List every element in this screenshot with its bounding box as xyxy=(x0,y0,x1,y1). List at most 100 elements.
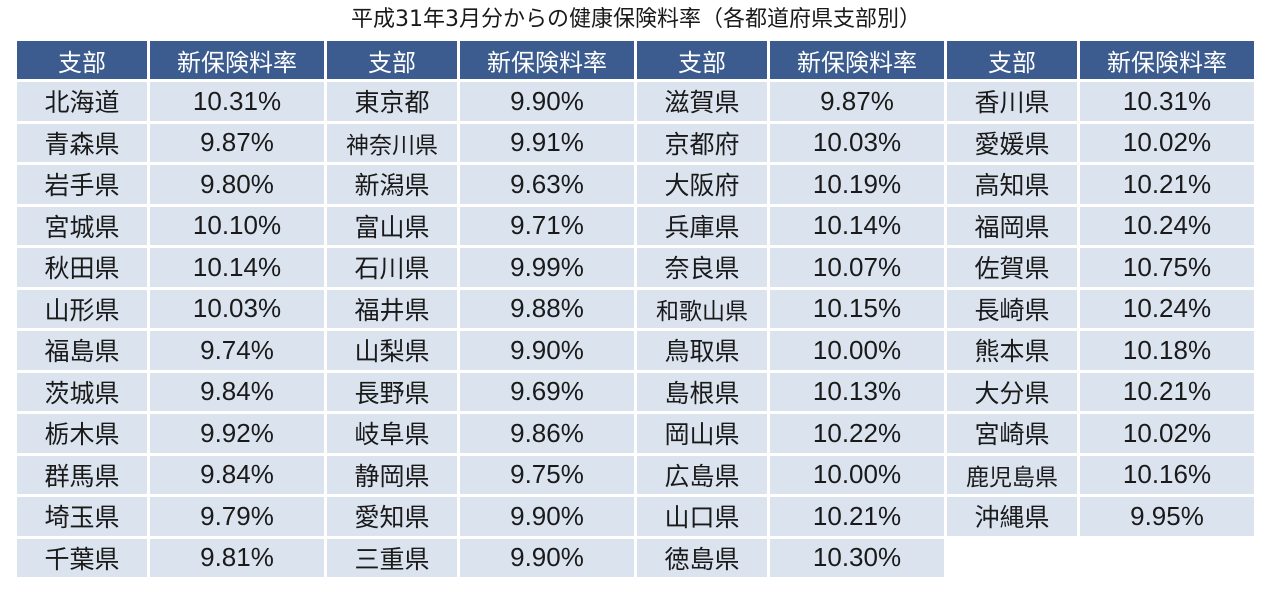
branch-name-cell: 山梨県 xyxy=(327,331,457,370)
branch-name-cell: 秋田県 xyxy=(17,248,147,287)
table-row: 北海道 10.31% 東京都 9.90% 滋賀県 9.87% 香川県 10.31% xyxy=(17,82,1254,121)
rate-value-cell: 9.71% xyxy=(460,206,634,245)
branch-name-cell: 新潟県 xyxy=(327,165,457,204)
empty-cell xyxy=(947,538,1077,577)
table-row: 福島県 9.74% 山梨県 9.90% 鳥取県 10.00% 熊本県 10.18% xyxy=(17,331,1254,370)
header-branch: 支部 xyxy=(637,41,767,79)
insurance-rate-table: 支部 新保険料率 支部 新保険料率 支部 新保険料率 支部 新保険料率 北海道 1… xyxy=(14,38,1257,580)
rate-value-cell: 10.14% xyxy=(150,248,324,287)
branch-name-cell: 山口県 xyxy=(637,497,767,536)
rate-value-cell: 9.88% xyxy=(460,289,634,328)
table-row: 千葉県 9.81% 三重県 9.90% 徳島県 10.30% xyxy=(17,538,1254,577)
branch-name-cell: 石川県 xyxy=(327,248,457,287)
branch-name-cell: 香川県 xyxy=(947,82,1077,121)
header-rate: 新保険料率 xyxy=(150,41,324,79)
rate-value-cell: 9.95% xyxy=(1080,497,1254,536)
empty-cell xyxy=(1080,538,1254,577)
page-title: 平成31年3月分からの健康保険料率（各都道府県支部別） xyxy=(351,7,921,32)
branch-name-cell: 愛知県 xyxy=(327,497,457,536)
rate-value-cell: 10.02% xyxy=(1080,123,1254,162)
branch-name-cell: 岡山県 xyxy=(637,414,767,453)
rate-value-cell: 10.18% xyxy=(1080,331,1254,370)
branch-name-cell: 神奈川県 xyxy=(327,123,457,162)
table-header-row: 支部 新保険料率 支部 新保険料率 支部 新保険料率 支部 新保険料率 xyxy=(17,41,1254,79)
table-row: 山形県 10.03% 福井県 9.88% 和歌山県 10.15% 長崎県 10.24% xyxy=(17,289,1254,328)
header-branch: 支部 xyxy=(17,41,147,79)
branch-name-cell: 宮城県 xyxy=(17,206,147,245)
rate-value-cell: 10.02% xyxy=(1080,414,1254,453)
branch-name-cell: 和歌山県 xyxy=(637,289,767,328)
branch-name-cell: 鹿児島県 xyxy=(947,455,1077,494)
branch-name-cell: 奈良県 xyxy=(637,248,767,287)
header-rate: 新保険料率 xyxy=(770,41,944,79)
table-row: 宮城県 10.10% 富山県 9.71% 兵庫県 10.14% 福岡県 10.24% xyxy=(17,206,1254,245)
branch-name-cell: 大阪府 xyxy=(637,165,767,204)
rate-value-cell: 9.86% xyxy=(460,414,634,453)
rate-value-cell: 10.21% xyxy=(1080,165,1254,204)
table-row: 岩手県 9.80% 新潟県 9.63% 大阪府 10.19% 高知県 10.21% xyxy=(17,165,1254,204)
table-row: 青森県 9.87% 神奈川県 9.91% 京都府 10.03% 愛媛県 10.02% xyxy=(17,123,1254,162)
branch-name-cell: 福岡県 xyxy=(947,206,1077,245)
rate-value-cell: 10.14% xyxy=(770,206,944,245)
branch-name-cell: 埼玉県 xyxy=(17,497,147,536)
branch-name-cell: 岐阜県 xyxy=(327,414,457,453)
branch-name-cell: 兵庫県 xyxy=(637,206,767,245)
table-row: 栃木県 9.92% 岐阜県 9.86% 岡山県 10.22% 宮崎県 10.02% xyxy=(17,414,1254,453)
rate-value-cell: 9.90% xyxy=(460,538,634,577)
rate-value-cell: 9.90% xyxy=(460,331,634,370)
header-branch: 支部 xyxy=(947,41,1077,79)
rate-value-cell: 10.00% xyxy=(770,455,944,494)
header-rate: 新保険料率 xyxy=(1080,41,1254,79)
branch-name-cell: 福井県 xyxy=(327,289,457,328)
table-row: 秋田県 10.14% 石川県 9.99% 奈良県 10.07% 佐賀県 10.75% xyxy=(17,248,1254,287)
table-row: 群馬県 9.84% 静岡県 9.75% 広島県 10.00% 鹿児島県 10.16% xyxy=(17,455,1254,494)
table-row: 茨城県 9.84% 長野県 9.69% 島根県 10.13% 大分県 10.21% xyxy=(17,372,1254,411)
rate-value-cell: 9.90% xyxy=(460,82,634,121)
branch-name-cell: 長野県 xyxy=(327,372,457,411)
rate-value-cell: 10.00% xyxy=(770,331,944,370)
branch-name-cell: 愛媛県 xyxy=(947,123,1077,162)
rate-value-cell: 10.10% xyxy=(150,206,324,245)
rate-value-cell: 9.84% xyxy=(150,455,324,494)
rate-value-cell: 9.91% xyxy=(460,123,634,162)
branch-name-cell: 大分県 xyxy=(947,372,1077,411)
rate-value-cell: 10.31% xyxy=(150,82,324,121)
branch-name-cell: 宮崎県 xyxy=(947,414,1077,453)
table-row: 埼玉県 9.79% 愛知県 9.90% 山口県 10.21% 沖縄県 9.95% xyxy=(17,497,1254,536)
rate-value-cell: 10.75% xyxy=(1080,248,1254,287)
table-body: 北海道 10.31% 東京都 9.90% 滋賀県 9.87% 香川県 10.31% 青森県 9.8… xyxy=(17,82,1254,577)
rate-value-cell: 9.63% xyxy=(460,165,634,204)
rate-value-cell: 9.75% xyxy=(460,455,634,494)
branch-name-cell: 長崎県 xyxy=(947,289,1077,328)
rate-value-cell: 9.92% xyxy=(150,414,324,453)
branch-name-cell: 福島県 xyxy=(17,331,147,370)
branch-name-cell: 東京都 xyxy=(327,82,457,121)
rate-value-cell: 10.15% xyxy=(770,289,944,328)
rate-value-cell: 9.81% xyxy=(150,538,324,577)
branch-name-cell: 熊本県 xyxy=(947,331,1077,370)
rate-value-cell: 10.21% xyxy=(770,497,944,536)
branch-name-cell: 北海道 xyxy=(17,82,147,121)
rate-value-cell: 10.21% xyxy=(1080,372,1254,411)
branch-name-cell: 青森県 xyxy=(17,123,147,162)
branch-name-cell: 富山県 xyxy=(327,206,457,245)
rate-value-cell: 9.69% xyxy=(460,372,634,411)
branch-name-cell: 佐賀県 xyxy=(947,248,1077,287)
rate-value-cell: 9.90% xyxy=(460,497,634,536)
branch-name-cell: 群馬県 xyxy=(17,455,147,494)
rate-value-cell: 10.19% xyxy=(770,165,944,204)
rate-value-cell: 9.87% xyxy=(150,123,324,162)
rate-value-cell: 10.07% xyxy=(770,248,944,287)
rate-value-cell: 10.22% xyxy=(770,414,944,453)
rate-value-cell: 10.03% xyxy=(150,289,324,328)
branch-name-cell: 山形県 xyxy=(17,289,147,328)
rate-value-cell: 9.80% xyxy=(150,165,324,204)
rate-value-cell: 10.24% xyxy=(1080,289,1254,328)
rate-value-cell: 10.16% xyxy=(1080,455,1254,494)
rate-value-cell: 9.99% xyxy=(460,248,634,287)
rate-value-cell: 9.84% xyxy=(150,372,324,411)
branch-name-cell: 鳥取県 xyxy=(637,331,767,370)
branch-name-cell: 千葉県 xyxy=(17,538,147,577)
header-rate: 新保険料率 xyxy=(460,41,634,79)
branch-name-cell: 静岡県 xyxy=(327,455,457,494)
